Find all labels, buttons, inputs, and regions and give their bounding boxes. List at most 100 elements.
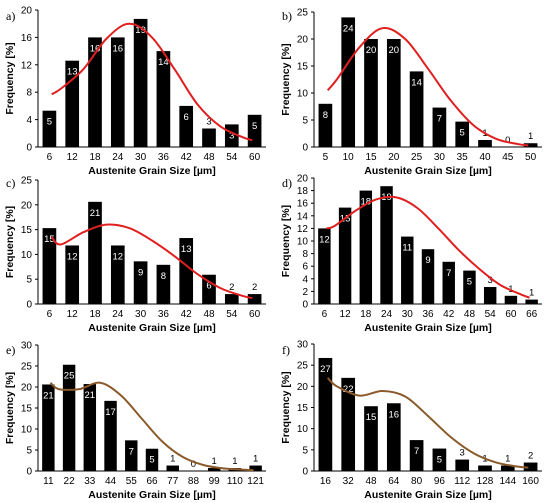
- data-label: 3: [229, 130, 234, 141]
- bar: [104, 400, 117, 471]
- y-tick-label: 20: [297, 382, 309, 393]
- x-tick-label: 60: [249, 309, 261, 320]
- bar: [504, 295, 518, 304]
- y-tick-label: 20: [21, 200, 33, 211]
- x-tick-label: 18: [89, 309, 101, 320]
- bar: [83, 384, 97, 471]
- y-tick-label: 0: [302, 467, 308, 478]
- x-tick-label: 12: [67, 152, 79, 163]
- data-label: 1: [505, 453, 510, 464]
- x-tick-label: 30: [135, 152, 147, 163]
- bar: [318, 228, 331, 304]
- bar: [62, 364, 76, 471]
- data-label: 1: [528, 131, 533, 142]
- bar: [483, 286, 497, 304]
- data-label: 1: [253, 454, 258, 465]
- data-label: 14: [158, 57, 169, 68]
- x-tick-label: 10: [343, 152, 355, 163]
- data-label: 21: [43, 390, 54, 401]
- data-label: 9: [138, 267, 143, 278]
- data-label: 8: [323, 110, 328, 121]
- panel-label: c): [6, 176, 15, 190]
- x-tick-label: 6: [322, 309, 328, 320]
- chart-panel-5: e)05101520253011212225332144175576657718…: [4, 341, 266, 501]
- x-tick-label: 48: [203, 309, 215, 320]
- data-label: 25: [64, 371, 75, 382]
- panel-label: b): [282, 9, 292, 23]
- x-tick-label: 20: [388, 152, 400, 163]
- data-label: 7: [414, 446, 419, 457]
- bar: [478, 139, 492, 147]
- y-tick-label: 8: [302, 249, 308, 260]
- data-label: 16: [389, 409, 400, 420]
- bar: [401, 236, 414, 304]
- bar: [42, 384, 55, 471]
- data-label: 1: [212, 456, 217, 467]
- x-tick-label: 30: [402, 309, 414, 320]
- data-label: 16: [113, 43, 124, 54]
- y-tick-label: 10: [297, 89, 309, 100]
- y-tick-label: 20: [21, 383, 33, 394]
- x-tick-label: 16: [320, 476, 332, 487]
- bar: [421, 249, 435, 304]
- chart-panel-1: a)04812162065121318162416301936144264835…: [4, 6, 266, 177]
- x-tick-label: 48: [203, 152, 215, 163]
- x-tick-label: 6: [47, 309, 53, 320]
- bar: [455, 459, 470, 471]
- x-tick-label: 144: [499, 476, 516, 487]
- x-tick-label: 45: [502, 152, 514, 163]
- bar: [156, 264, 171, 304]
- x-tick-label: 24: [381, 309, 393, 320]
- x-tick-label: 88: [188, 476, 200, 487]
- x-tick-label: 6: [47, 152, 53, 163]
- bar: [364, 39, 378, 147]
- y-tick-label: 8: [26, 88, 32, 99]
- bar: [442, 261, 455, 304]
- data-label: 7: [129, 446, 134, 457]
- x-axis-title: Austenite Grain Size [µm]: [88, 165, 215, 177]
- x-tick-label: 18: [89, 152, 101, 163]
- x-tick-label: 12: [67, 309, 79, 320]
- y-tick-label: 5: [26, 275, 32, 286]
- bar: [166, 465, 179, 471]
- y-tick-label: 5: [302, 116, 308, 127]
- y-tick-label: 25: [297, 8, 309, 19]
- x-tick-label: 42: [443, 309, 455, 320]
- y-axis-title: Frequency [%]: [280, 205, 292, 277]
- data-label: 12: [113, 251, 124, 262]
- y-tick-label: 30: [21, 341, 33, 352]
- data-label: 20: [389, 45, 400, 56]
- x-tick-label: 42: [181, 152, 193, 163]
- data-label: 2: [229, 282, 234, 293]
- y-tick-label: 6: [302, 262, 308, 273]
- bar: [359, 190, 373, 304]
- fit-curve: [50, 223, 253, 300]
- y-axis-title: Frequency [%]: [4, 372, 16, 444]
- x-tick-label: 54: [226, 309, 238, 320]
- bar: [65, 245, 80, 304]
- chart-panel-2: b) 0 5 10 15 20 25 5 8 10 24 15 20 20 20 25 14 30 7 35 5 40 1 4…: [280, 8, 542, 177]
- data-label: 24: [343, 23, 354, 34]
- bar: [338, 207, 352, 304]
- bar: [525, 299, 538, 304]
- data-label: 8: [161, 271, 166, 282]
- x-tick-label: 24: [112, 309, 124, 320]
- bar: [247, 294, 262, 304]
- x-tick-label: 42: [181, 309, 193, 320]
- data-label: 12: [319, 234, 330, 245]
- fit-curve: [326, 195, 530, 299]
- data-label: 13: [181, 244, 192, 255]
- data-label: 22: [343, 384, 354, 395]
- x-tick-label: 128: [477, 476, 494, 487]
- data-label: 5: [149, 455, 154, 466]
- bar: [364, 406, 378, 471]
- x-tick-label: 36: [422, 309, 434, 320]
- bar: [110, 37, 125, 147]
- y-tick-label: 15: [21, 404, 33, 415]
- bar: [318, 103, 333, 147]
- x-tick-label: 44: [105, 476, 117, 487]
- bar: [455, 121, 470, 147]
- x-tick-label: 60: [249, 152, 261, 163]
- bar: [224, 294, 239, 304]
